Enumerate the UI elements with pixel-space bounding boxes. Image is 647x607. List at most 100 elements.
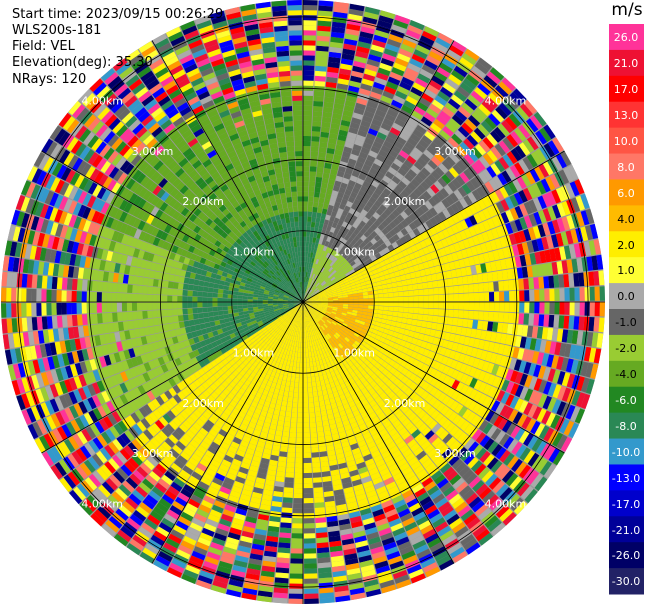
ppi-gate <box>323 303 329 305</box>
ppi-gate <box>417 248 425 257</box>
ppi-gate <box>352 290 358 294</box>
ppi-gate <box>401 104 413 115</box>
ppi-gate <box>304 306 307 312</box>
ppi-gate <box>313 263 318 270</box>
ppi-gate <box>551 355 560 369</box>
ppi-gate <box>371 118 383 127</box>
ppi-gate <box>533 378 543 392</box>
ppi-gate <box>338 348 345 355</box>
ppi-gate <box>389 221 397 229</box>
ppi-gate <box>384 216 393 225</box>
ppi-gate <box>325 252 331 259</box>
ppi-gate <box>516 267 524 279</box>
ppi-gate <box>568 315 575 330</box>
ppi-gate <box>393 197 403 206</box>
ppi-gate <box>335 196 343 204</box>
ppi-gate <box>499 186 509 199</box>
ppi-gate <box>478 311 484 321</box>
ppi-gate <box>387 131 398 141</box>
ppi-gate <box>251 491 263 499</box>
ppi-gate <box>321 239 327 246</box>
ppi-gate <box>330 354 336 361</box>
ppi-gate <box>337 230 343 237</box>
ppi-gate <box>507 455 519 470</box>
ppi-gate <box>357 263 364 270</box>
ppi-gate <box>300 311 302 318</box>
ppi-gate <box>335 345 342 351</box>
ppi-gate <box>488 311 495 322</box>
ppi-gate <box>576 257 584 272</box>
ppi-gate <box>334 283 340 288</box>
ppi-gate <box>379 275 386 281</box>
ppi-gate <box>357 213 365 221</box>
ppi-gate <box>392 569 408 580</box>
ppi-gate <box>307 206 313 212</box>
ppi-gate <box>317 284 322 289</box>
ppi-gate <box>344 100 356 108</box>
ppi-gate <box>439 347 447 356</box>
ppi-gate <box>303 457 312 464</box>
ppi-gate <box>353 299 359 302</box>
ppi-gate <box>309 290 314 295</box>
ppi-gate <box>392 225 401 234</box>
ppi-gate <box>369 123 381 132</box>
ppi-gate <box>295 331 299 337</box>
ppi-gate <box>349 3 365 12</box>
ppi-gate <box>354 182 362 190</box>
ppi-gate <box>303 70 315 76</box>
ppi-gate <box>396 365 405 373</box>
ppi-gate <box>366 531 380 540</box>
ppi-gate <box>303 357 307 363</box>
ppi-gate <box>531 437 543 452</box>
ppi-gate <box>326 515 338 523</box>
ppi-gate <box>333 303 339 306</box>
ppi-gate <box>353 242 360 249</box>
ppi-gate <box>388 382 397 391</box>
ppi-gate <box>331 278 337 283</box>
ppi-gate <box>533 211 543 225</box>
ppi-gate <box>374 481 385 490</box>
ppi-gate <box>282 497 293 504</box>
ppi-gate <box>412 283 419 290</box>
ppi-gate <box>340 264 346 271</box>
ppi-gate <box>390 162 401 172</box>
ppi-gate <box>382 90 395 100</box>
ppi-gate <box>363 298 369 302</box>
ppi-gate <box>298 397 303 403</box>
ppi-gate <box>482 208 492 220</box>
ppi-gate <box>305 293 310 299</box>
ppi-gate <box>314 75 326 82</box>
ppi-gate <box>388 428 398 437</box>
ppi-gate <box>372 329 379 335</box>
ppi-gate <box>327 338 333 345</box>
ppi-gate <box>372 81 386 91</box>
ppi-gate <box>598 270 605 286</box>
ppi-gate <box>303 216 308 222</box>
ppi-gate <box>345 271 351 277</box>
ppi-gate <box>410 325 417 332</box>
ppi-gate <box>387 267 394 274</box>
ppi-gate <box>364 68 377 77</box>
ppi-gate <box>315 290 320 294</box>
ppi-gate <box>451 114 464 126</box>
ppi-gate <box>306 294 311 299</box>
ppi-gate <box>533 314 540 326</box>
ppi-gate <box>362 415 371 423</box>
ppi-gate <box>340 58 354 66</box>
ppi-gate <box>464 48 480 62</box>
ppi-gate <box>398 328 406 335</box>
ppi-gate <box>253 533 266 541</box>
ppi-gate <box>453 285 459 294</box>
ppi-gate <box>372 248 379 256</box>
ppi-gate <box>545 176 556 191</box>
ppi-gate <box>290 563 303 569</box>
ppi-gate <box>370 365 378 373</box>
ppi-gate <box>323 485 333 493</box>
ppi-gate <box>413 188 423 198</box>
ppi-gate <box>378 305 384 311</box>
ppi-gate <box>324 500 336 508</box>
ppi-gate <box>327 307 333 310</box>
ppi-gate <box>260 570 275 578</box>
ppi-gate <box>547 140 560 155</box>
ppi-gate <box>461 122 474 135</box>
